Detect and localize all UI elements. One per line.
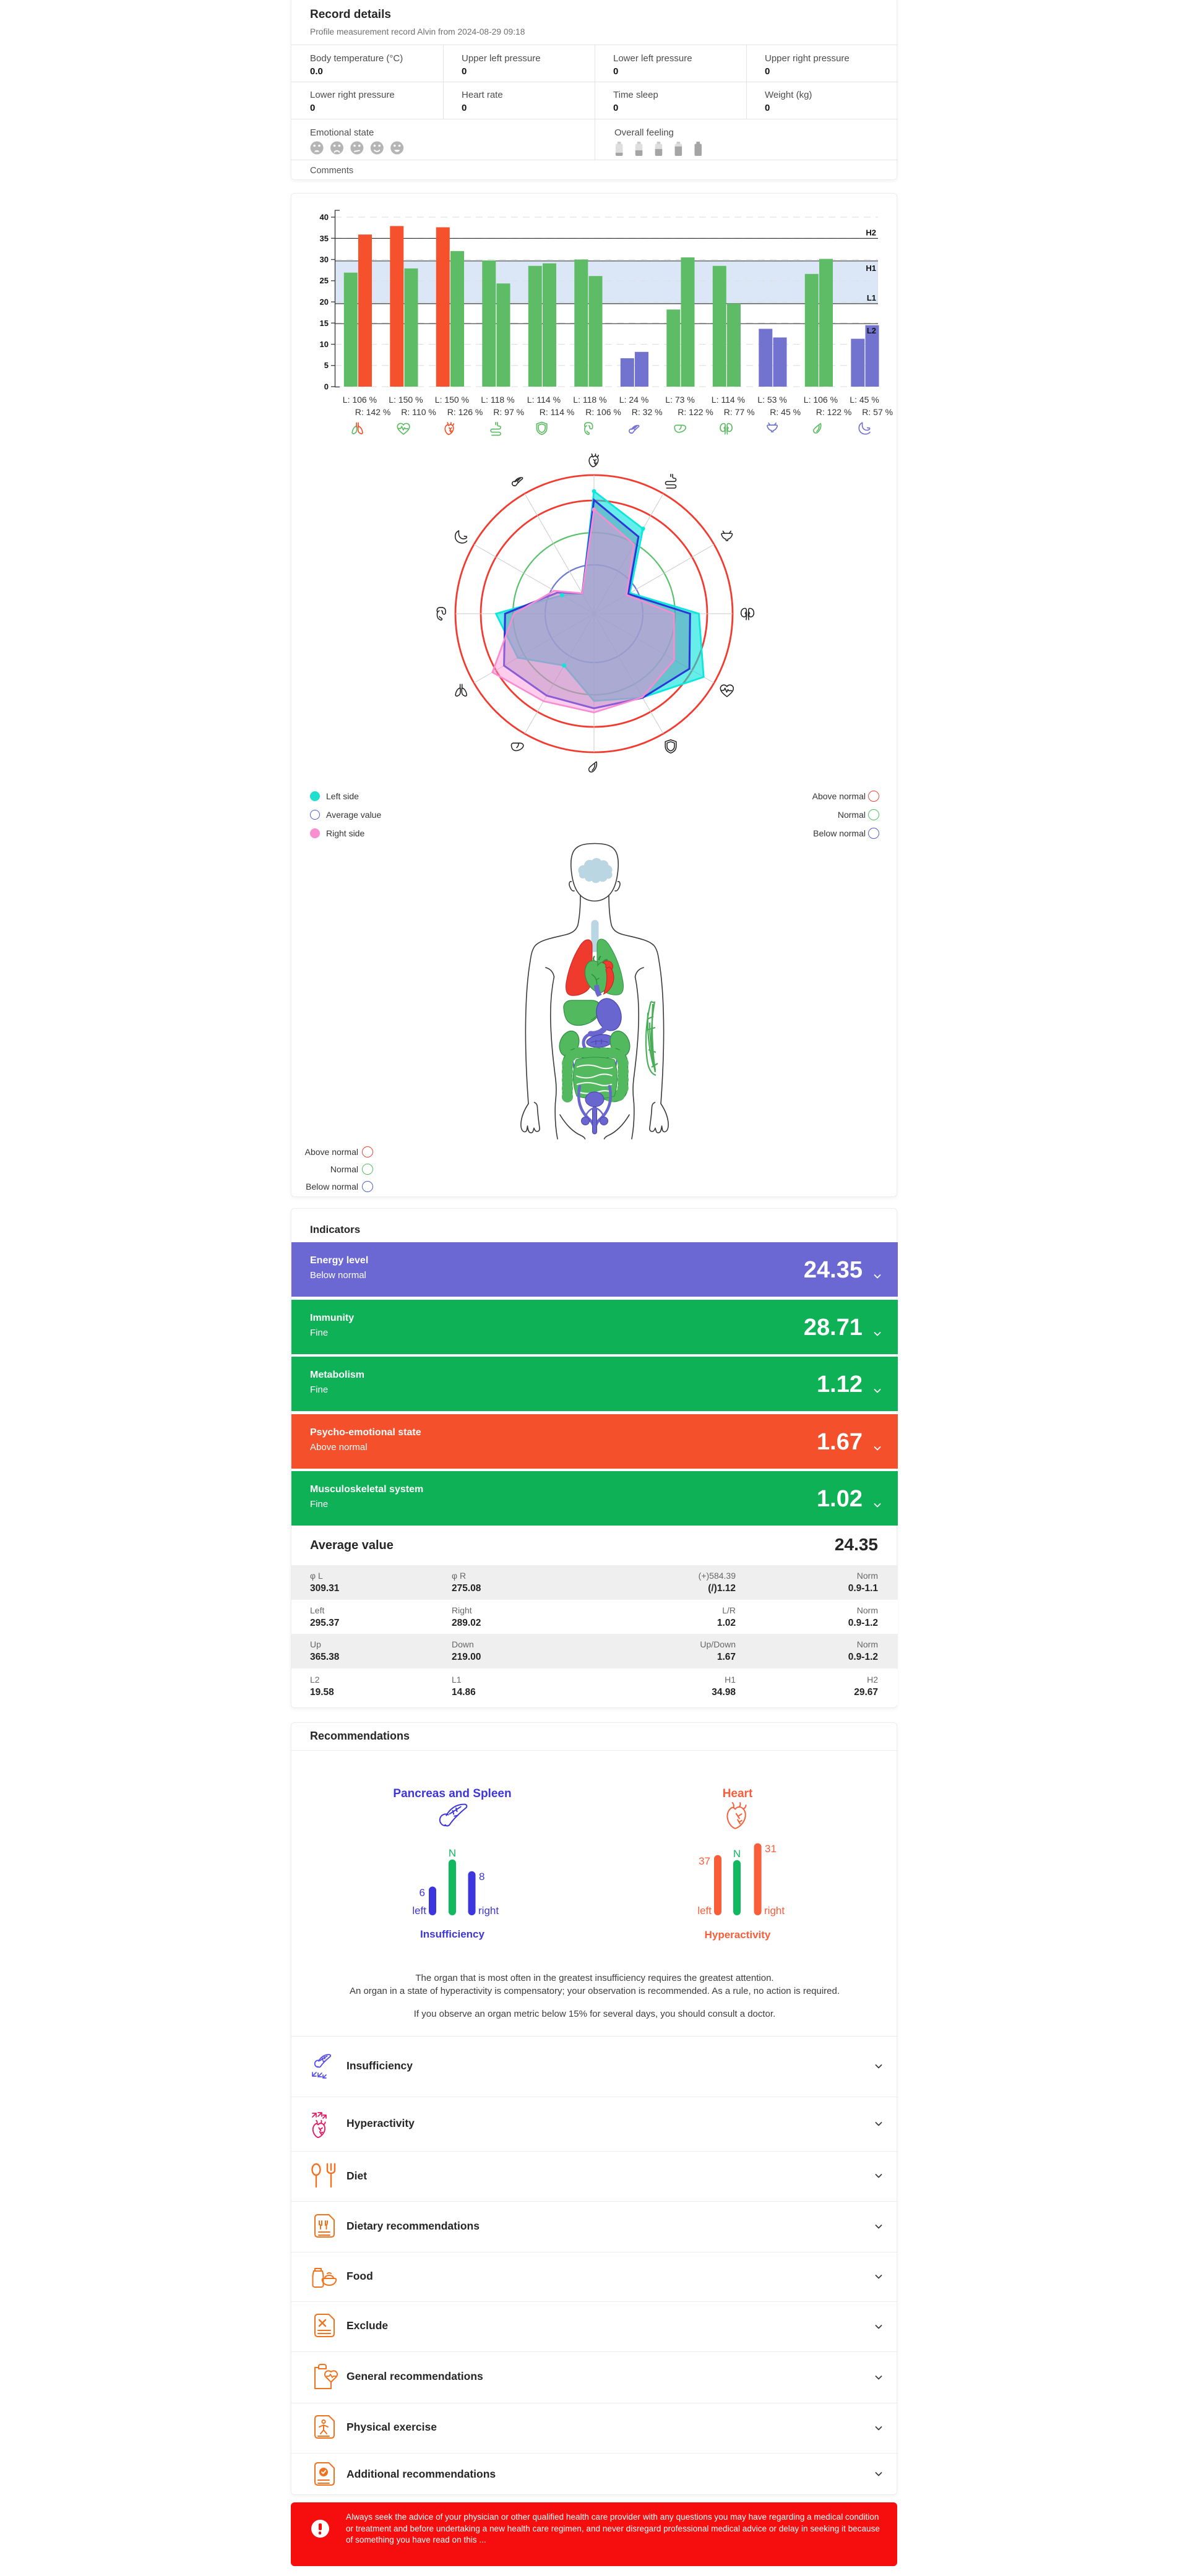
svg-text:R: 110 %: R: 110 % (401, 407, 436, 417)
svg-text:L: 150 %: L: 150 % (389, 395, 423, 405)
svg-text:R: 106 %: R: 106 % (585, 407, 621, 417)
svg-text:R: 142 %: R: 142 % (355, 407, 391, 417)
svg-text:L: 45 %: L: 45 % (850, 395, 879, 405)
svg-text:left: left (697, 1905, 712, 1917)
svg-text:R: 97 %: R: 97 % (493, 407, 524, 417)
svg-text:L: 73 %: L: 73 % (665, 395, 694, 405)
svg-text:L: 106 %: L: 106 % (343, 395, 377, 405)
svg-text:Hyperactivity: Hyperactivity (705, 1929, 771, 1941)
svg-text:right: right (478, 1905, 499, 1917)
svg-text:20: 20 (320, 298, 329, 307)
svg-text:30: 30 (320, 255, 329, 264)
svg-text:L1: L1 (867, 293, 876, 303)
svg-text:R: 45 %: R: 45 % (770, 407, 801, 417)
svg-text:R: 32 %: R: 32 % (632, 407, 663, 417)
svg-text:R: 122 %: R: 122 % (678, 407, 713, 417)
svg-text:right: right (764, 1905, 785, 1917)
svg-text:L: 114 %: L: 114 % (712, 395, 745, 405)
svg-text:6: 6 (420, 1887, 425, 1899)
svg-text:Heart: Heart (723, 1787, 753, 1800)
svg-text:H1: H1 (866, 264, 876, 273)
svg-text:R: 114 %: R: 114 % (540, 407, 575, 417)
svg-text:40: 40 (320, 213, 329, 222)
svg-text:L: 118 %: L: 118 % (481, 395, 514, 405)
svg-text:5: 5 (324, 361, 329, 370)
svg-text:35: 35 (320, 234, 329, 243)
svg-text:left: left (412, 1905, 426, 1917)
svg-text:R: 126 %: R: 126 % (447, 407, 483, 417)
svg-text:R: 77 %: R: 77 % (724, 407, 755, 417)
svg-text:R: 122 %: R: 122 % (816, 407, 852, 417)
svg-text:0: 0 (324, 382, 329, 392)
svg-text:N: N (449, 1847, 456, 1859)
svg-text:R: 57 %: R: 57 % (862, 407, 893, 417)
svg-text:L: 150 %: L: 150 % (435, 395, 469, 405)
svg-text:15: 15 (320, 319, 329, 328)
svg-text:37: 37 (699, 1855, 710, 1867)
svg-text:L: 114 %: L: 114 % (527, 395, 561, 405)
svg-text:10: 10 (320, 340, 329, 349)
svg-text:25: 25 (320, 276, 329, 285)
svg-text:H2: H2 (866, 228, 876, 237)
svg-text:L: 53 %: L: 53 % (757, 395, 786, 405)
svg-text:31: 31 (765, 1843, 777, 1855)
svg-text:L: 24 %: L: 24 % (619, 395, 648, 405)
svg-text:N: N (733, 1848, 741, 1860)
svg-text:L: 118 %: L: 118 % (573, 395, 606, 405)
svg-text:Pancreas and Spleen: Pancreas and Spleen (393, 1787, 511, 1800)
svg-text:Insufficiency: Insufficiency (420, 1928, 484, 1940)
svg-text:L2: L2 (867, 326, 876, 335)
svg-text:8: 8 (479, 1871, 484, 1883)
svg-text:L: 106 %: L: 106 % (804, 395, 838, 405)
